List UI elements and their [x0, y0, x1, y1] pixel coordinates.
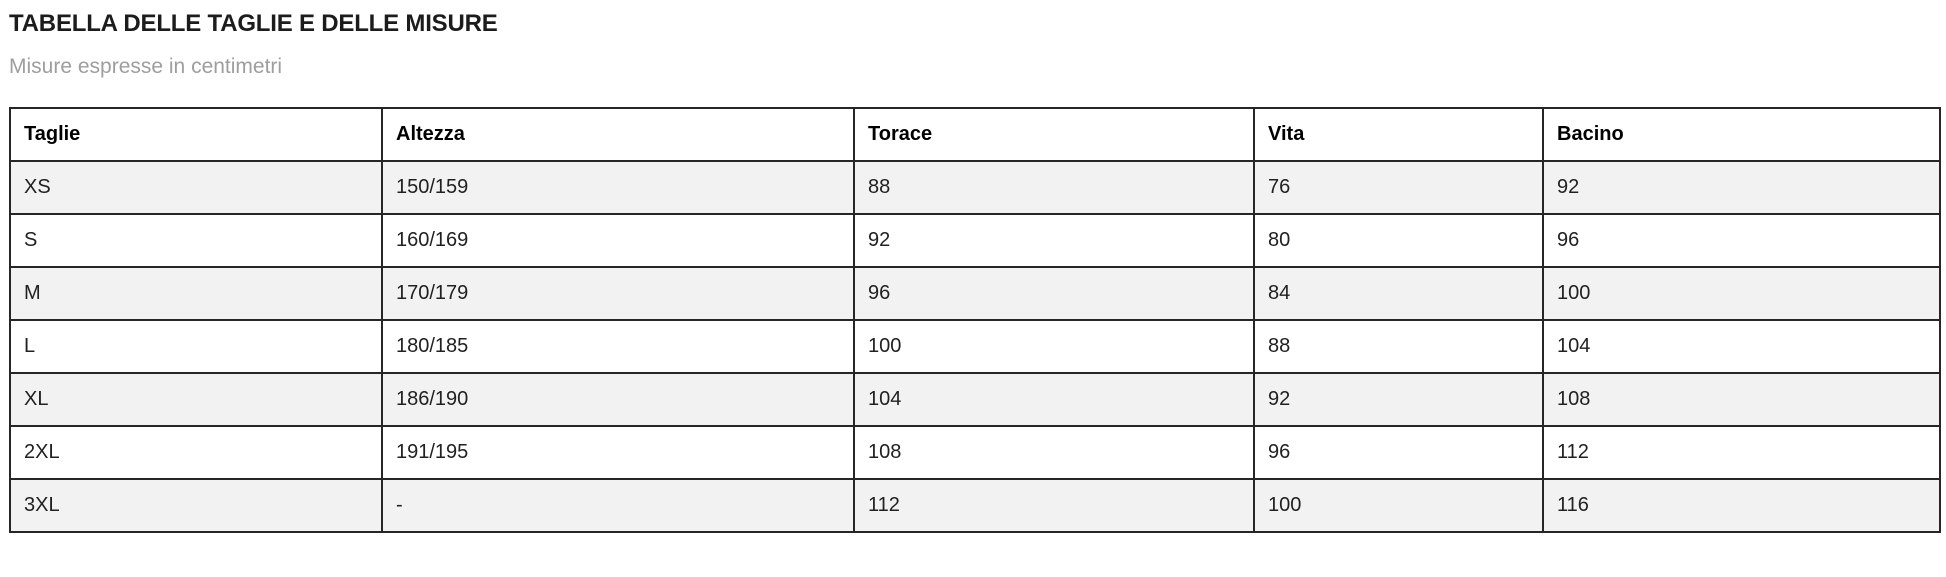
cell-vita: 80: [1253, 213, 1544, 268]
cell-vita: 92: [1253, 372, 1544, 427]
cell-vita: 96: [1253, 425, 1544, 480]
table-row-m: M 170/179 96 84 100: [9, 266, 1941, 321]
cell-bacino: 116: [1542, 478, 1941, 533]
cell-altezza: 180/185: [381, 319, 855, 374]
page-title: TABELLA DELLE TAGLIE E DELLE MISURE: [9, 10, 498, 37]
cell-bacino: 104: [1542, 319, 1941, 374]
column-header-bacino: Bacino: [1542, 107, 1941, 162]
cell-torace: 108: [853, 425, 1255, 480]
column-header-altezza: Altezza: [381, 107, 855, 162]
size-table: Taglie Altezza Torace Vita Bacino XS 150…: [9, 107, 1941, 533]
cell-size: XL: [9, 372, 383, 427]
table-row-3xl: 3XL - 112 100 116: [9, 478, 1941, 533]
header-row: Taglie Altezza Torace Vita Bacino: [9, 107, 1941, 162]
cell-size: M: [9, 266, 383, 321]
cell-torace: 100: [853, 319, 1255, 374]
table-row-s: S 160/169 92 80 96: [9, 213, 1941, 268]
cell-torace: 104: [853, 372, 1255, 427]
cell-size: 3XL: [9, 478, 383, 533]
cell-altezza: 191/195: [381, 425, 855, 480]
cell-altezza: 160/169: [381, 213, 855, 268]
cell-torace: 112: [853, 478, 1255, 533]
cell-altezza: -: [381, 478, 855, 533]
size-chart-section: TABELLA DELLE TAGLIE E DELLE MISURE Misu…: [9, 10, 1941, 533]
column-header-vita: Vita: [1253, 107, 1544, 162]
size-table-body: XS 150/159 88 76 92 S 160/169 92 80 96 M…: [9, 160, 1941, 533]
cell-vita: 100: [1253, 478, 1544, 533]
size-table-header: Taglie Altezza Torace Vita Bacino: [9, 107, 1941, 162]
table-row-2xl: 2XL 191/195 108 96 112: [9, 425, 1941, 480]
table-row-xl: XL 186/190 104 92 108: [9, 372, 1941, 427]
cell-bacino: 112: [1542, 425, 1941, 480]
cell-size: L: [9, 319, 383, 374]
cell-torace: 96: [853, 266, 1255, 321]
cell-torace: 92: [853, 213, 1255, 268]
cell-altezza: 150/159: [381, 160, 855, 215]
column-header-torace: Torace: [853, 107, 1255, 162]
cell-vita: 76: [1253, 160, 1544, 215]
cell-bacino: 108: [1542, 372, 1941, 427]
page-subtitle: Misure espresse in centimetri: [9, 55, 283, 78]
cell-vita: 84: [1253, 266, 1544, 321]
cell-bacino: 100: [1542, 266, 1941, 321]
cell-size: S: [9, 213, 383, 268]
cell-size: 2XL: [9, 425, 383, 480]
table-row-l: L 180/185 100 88 104: [9, 319, 1941, 374]
cell-altezza: 186/190: [381, 372, 855, 427]
cell-vita: 88: [1253, 319, 1544, 374]
cell-torace: 88: [853, 160, 1255, 215]
table-row-xs: XS 150/159 88 76 92: [9, 160, 1941, 215]
cell-size: XS: [9, 160, 383, 215]
cell-altezza: 170/179: [381, 266, 855, 321]
cell-bacino: 96: [1542, 213, 1941, 268]
cell-bacino: 92: [1542, 160, 1941, 215]
column-header-taglie: Taglie: [9, 107, 383, 162]
